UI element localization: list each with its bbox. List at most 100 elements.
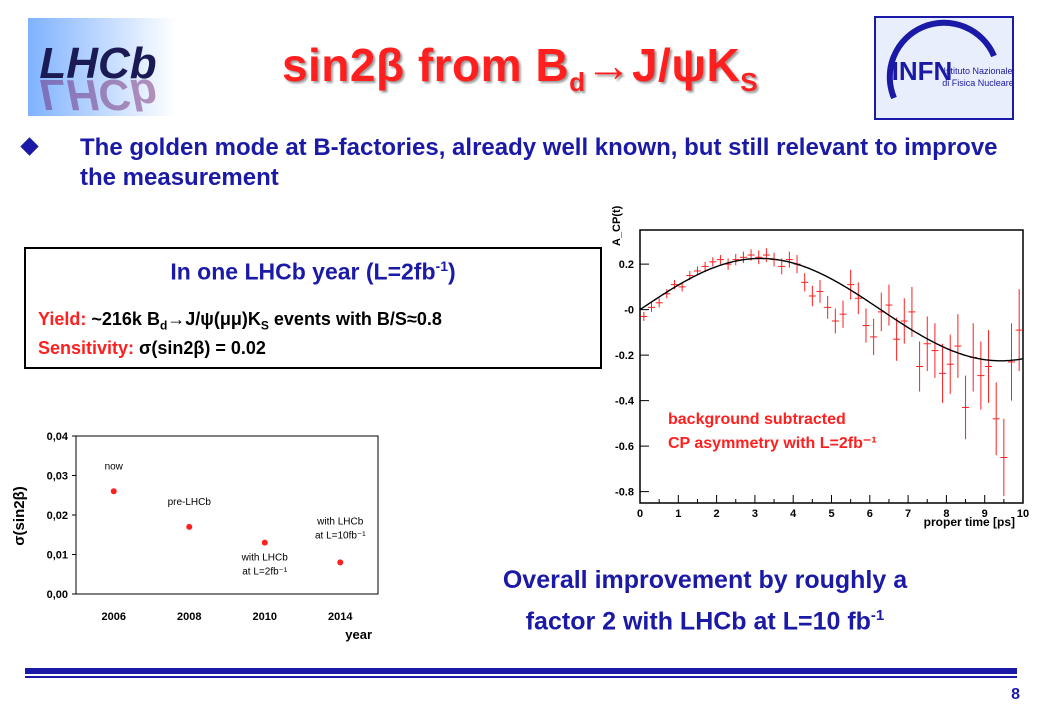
acp-x-tick-label: 9 [982, 508, 988, 520]
acp-x-tick-label: 7 [905, 508, 911, 520]
acp-y-tick-label: -0.6 [615, 441, 634, 453]
conclusion-text: Overall improvement by roughly a factor … [502, 566, 908, 636]
acp-data-point [916, 341, 924, 392]
sigma-y-tick-label: 0,01 [47, 550, 68, 562]
acp-y-tick-label: 0.2 [619, 259, 634, 271]
svg-text:Istituto Nazionale: Istituto Nazionale [943, 66, 1012, 76]
acp-data-point [678, 282, 686, 292]
acp-data-point [801, 273, 809, 292]
acp-annotation-2: CP asymmetry with L=2fb⁻¹ [668, 435, 877, 452]
acp-data-point [954, 314, 962, 378]
acp-x-tick-label: 6 [867, 508, 873, 520]
acp-data-point [739, 251, 747, 263]
box-heading: In one LHCb year (L=2fb-1) [170, 258, 456, 285]
lhcb-logo: LHCb LHCb [28, 18, 176, 119]
acp-data-point [1015, 289, 1023, 372]
sigma-data-point [261, 539, 268, 546]
sigma-data-points: now pre-LHCb with LHCb at L=2fb⁻¹ with LHCb a… [105, 461, 367, 577]
sigma-x-tick-label: 2014 [328, 611, 353, 623]
infn-logo: INFN Istituto Nazionale di Fisica Nuclea… [874, 16, 1014, 120]
acp-data-point [640, 311, 648, 321]
acp-x-tick-label: 1 [675, 508, 681, 520]
svg-text:INFN: INFN [892, 56, 953, 86]
sigma-point-label: at L=10fb⁻¹ [315, 530, 366, 541]
lhcb-logo-text: LHCb [39, 39, 156, 88]
acp-data-point [808, 285, 816, 307]
acp-x-tick-label: 2 [714, 508, 720, 520]
sigma-point-label: at L=2fb⁻¹ [242, 567, 288, 578]
acp-x-tick-label: 5 [828, 508, 834, 520]
sigma-x-tick-label: 2008 [177, 611, 201, 623]
acp-data-point [716, 255, 724, 265]
page-number: 8 [1011, 686, 1020, 703]
footer-rule [25, 668, 1017, 674]
sigma-chart: 0,00 0,01 0,02 0,03 0,04 2006 2008 2010 2014 now… [11, 431, 379, 642]
acp-data-point [862, 308, 870, 343]
svg-text:LHCb: LHCb [39, 70, 156, 116]
acp-data-point [946, 334, 954, 394]
acp-data-point [977, 341, 985, 410]
bullet-icon [20, 137, 39, 156]
sigma-point-label: with LHCb [316, 516, 364, 527]
acp-ylabel: A_CP(t) [611, 205, 623, 246]
acp-data-point [931, 323, 939, 378]
acp-data-point [992, 382, 1000, 456]
acp-data-point [647, 302, 655, 312]
acp-data-point [847, 269, 855, 300]
sigma-point-label: pre-LHCb [168, 497, 212, 508]
sigma-data-point [186, 523, 193, 530]
sigma-y-tick-label: 0,03 [47, 471, 68, 483]
sigma-x-tick-label: 2006 [102, 611, 126, 623]
acp-data-point [900, 298, 908, 344]
sigma-y-tick-label: 0,04 [47, 431, 69, 443]
sigma-y-tick-label: 0,00 [47, 589, 68, 601]
acp-data-point [824, 295, 832, 319]
acp-data-point [870, 318, 878, 356]
acp-y-tick-label: -0.2 [615, 350, 634, 362]
acp-x-tick-label: 3 [752, 508, 758, 520]
acp-data-point [785, 251, 793, 268]
sigma-data-point [110, 488, 117, 495]
arrow-icon: → [167, 309, 186, 329]
sigma-point-label: now [105, 461, 124, 472]
sensitivity-line: Sensitivity: σ(sin2β) = 0.02 [38, 338, 266, 358]
acp-data-point [831, 308, 839, 334]
acp-x-tick-label: 0 [637, 508, 643, 520]
acp-data-point [709, 257, 717, 267]
acp-data-point [762, 248, 770, 262]
yield-line: Yield: ~216k Bd→J/ψ(μμ)KS events with B/… [38, 309, 442, 333]
svg-text:di Fisica Nucleare: di Fisica Nucleare [942, 78, 1014, 88]
acp-data-point [1000, 418, 1008, 497]
acp-data-point [908, 286, 916, 337]
acp-data-point [1008, 323, 1016, 401]
acp-data-point [962, 375, 970, 440]
acp-data-point [701, 261, 709, 271]
acp-data-point [893, 317, 901, 361]
acp-y-tick-label: -0.8 [615, 487, 634, 499]
acp-x-tick-label: 10 [1017, 508, 1029, 520]
acp-x-tick-label: 8 [943, 508, 949, 520]
bullet-text: The golden mode at B-factories, already … [80, 134, 998, 191]
acp-data-point [732, 253, 740, 266]
sigma-plot-frame [75, 435, 379, 595]
acp-xlabel: proper time [ps] [924, 515, 1015, 529]
sigma-axes: 0,00 0,01 0,02 0,03 0,04 2006 2008 2010 2014 [47, 431, 354, 623]
acp-y-tick-label: -0.4 [615, 396, 635, 408]
acp-data-point [839, 300, 847, 328]
acp-fit-curve [639, 257, 1024, 362]
acp-annotation-1: background subtracted [668, 411, 846, 428]
acp-data-point [816, 280, 824, 303]
acp-axes: 0 1 2 3 4 5 6 7 8 9 10 0.2 -0 -0.2 -0.4 -0.6 -0.8 [615, 259, 1029, 520]
acp-data-point [985, 330, 993, 403]
sigma-xlabel: year [345, 627, 372, 642]
acp-chart: 0 1 2 3 4 5 6 7 8 9 10 0.2 -0 -0.2 -0.4 -0.6 -0.8 A_CP(t… [611, 205, 1029, 529]
acp-data-point [923, 316, 931, 372]
acp-data-point [854, 282, 862, 315]
arrow-icon: → [585, 39, 632, 91]
sigma-ylabel: σ(sin2β) [11, 486, 28, 545]
sigma-data-point [337, 559, 344, 566]
summary-box [24, 247, 602, 369]
acp-y-tick-label: -0 [624, 305, 634, 317]
footer-rule-thin [25, 676, 1017, 678]
sigma-y-tick-label: 0,02 [47, 510, 68, 522]
